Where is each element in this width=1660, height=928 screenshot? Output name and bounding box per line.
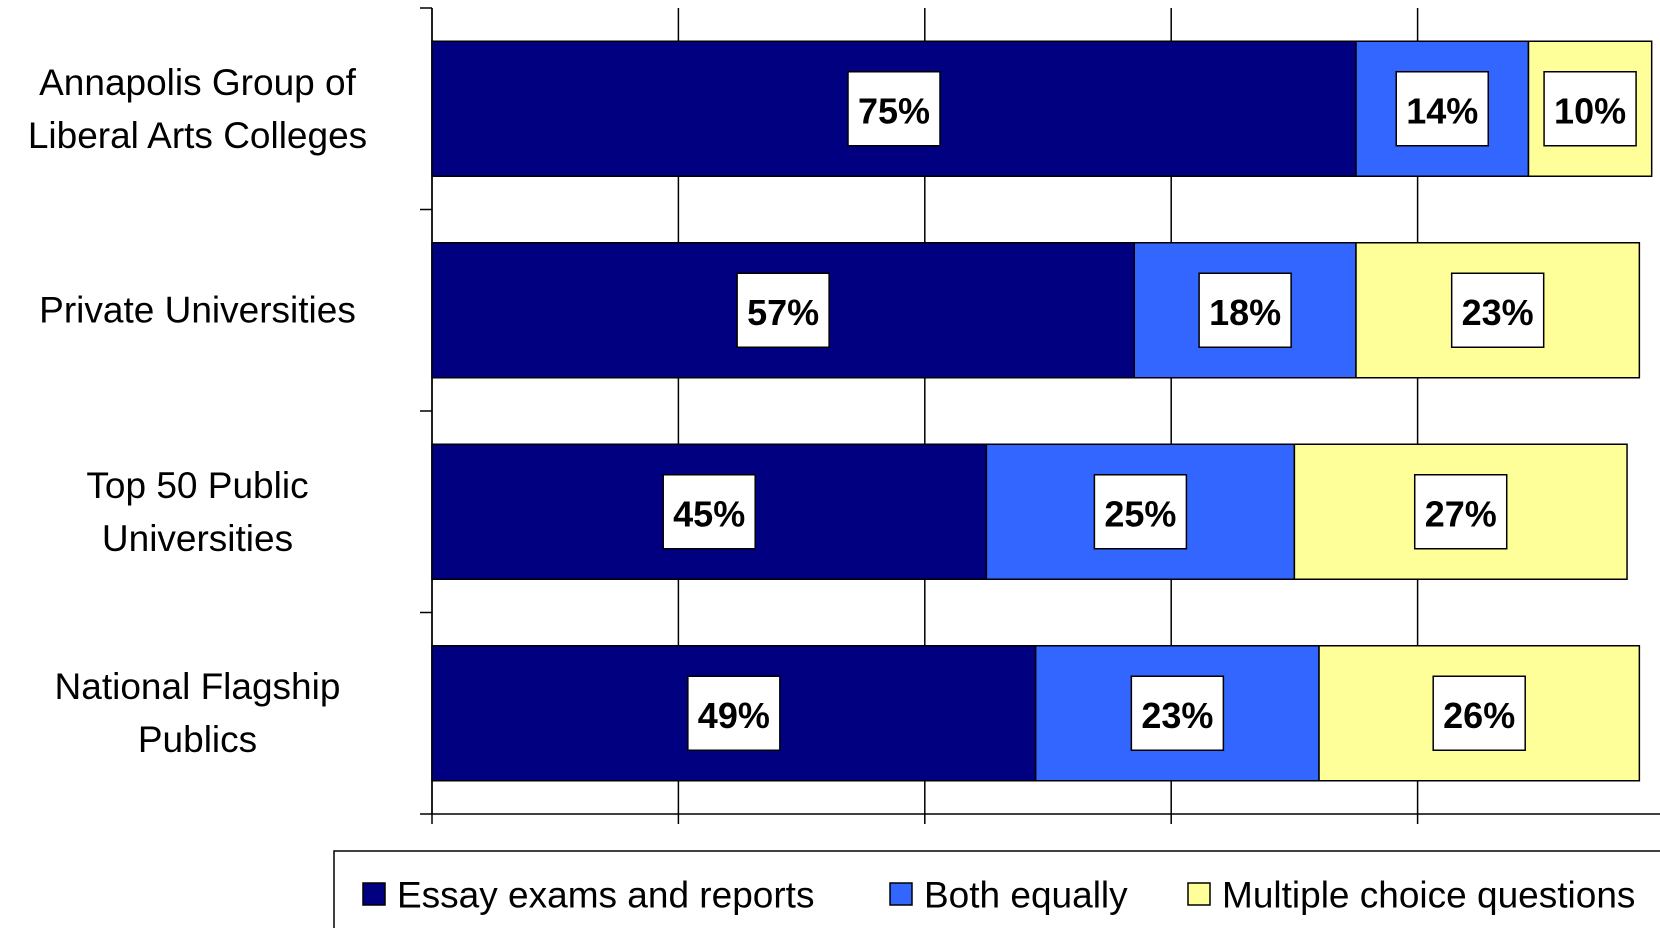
data-label: 25% bbox=[1104, 493, 1176, 534]
data-label: 75% bbox=[858, 90, 930, 131]
data-label: 26% bbox=[1443, 695, 1515, 736]
data-label-box bbox=[1450, 272, 1545, 348]
data-label: 10% bbox=[1554, 90, 1626, 131]
data-label-box bbox=[1130, 675, 1225, 751]
data-label: 23% bbox=[1462, 292, 1534, 333]
data-label-box bbox=[1413, 474, 1508, 550]
data-label: 18% bbox=[1209, 292, 1281, 333]
y-tick-label: Annapolis Group of Liberal Arts Colleges bbox=[27, 61, 368, 156]
data-label-box bbox=[1543, 71, 1637, 147]
data-label-box bbox=[687, 675, 781, 751]
data-label: 14% bbox=[1406, 90, 1478, 131]
data-label: 49% bbox=[698, 695, 770, 736]
data-label: 27% bbox=[1425, 493, 1497, 534]
legend-label: Essay exams and reports bbox=[397, 875, 814, 916]
legend-label: Multiple choice questions bbox=[1222, 875, 1635, 916]
legend-swatch bbox=[1187, 882, 1211, 906]
data-label: 57% bbox=[747, 292, 819, 333]
legend-box bbox=[333, 850, 1660, 928]
legend-label: Both equally bbox=[924, 875, 1128, 916]
data-label-box bbox=[1198, 272, 1292, 348]
data-label: 23% bbox=[1141, 695, 1213, 736]
y-tick-label: National Flagship Publics bbox=[54, 666, 341, 761]
y-tick-label: Top 50 Public Universities bbox=[86, 464, 309, 559]
data-label: 45% bbox=[673, 493, 745, 534]
data-label-box bbox=[1093, 474, 1188, 550]
y-tick-label: Private Universities bbox=[39, 289, 356, 331]
data-label-box bbox=[736, 272, 830, 348]
data-label-box bbox=[662, 474, 756, 550]
data-label-box bbox=[847, 71, 941, 147]
legend-swatch bbox=[889, 882, 913, 906]
legend-swatch bbox=[362, 882, 386, 906]
data-label-box bbox=[1395, 71, 1489, 147]
data-label-box bbox=[1432, 675, 1526, 751]
